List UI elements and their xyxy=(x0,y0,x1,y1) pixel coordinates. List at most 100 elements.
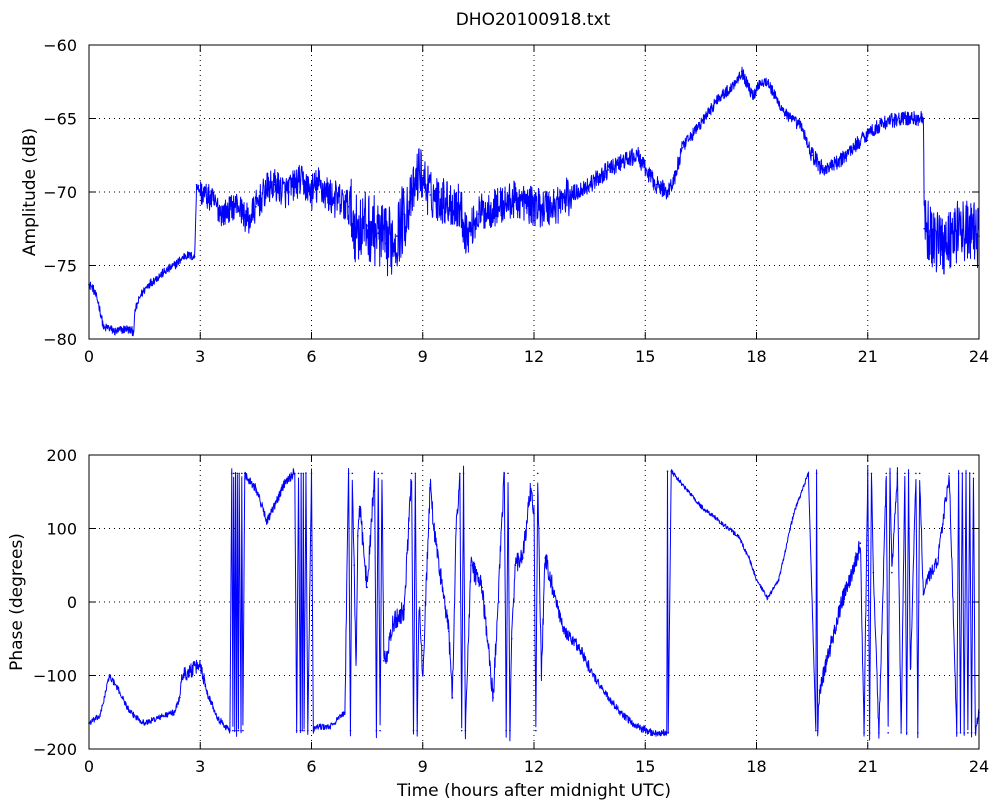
series-point xyxy=(108,674,111,677)
y-tick-label: −100 xyxy=(33,667,77,686)
series-point xyxy=(395,235,398,237)
series-point xyxy=(551,586,554,589)
series-point xyxy=(929,571,932,574)
series-point xyxy=(674,176,676,179)
series-point xyxy=(353,564,355,567)
y-tick-label: 100 xyxy=(46,520,77,539)
series-point xyxy=(815,729,817,732)
series-point xyxy=(667,732,670,734)
amplitude-ylabel: Amplitude (dB) xyxy=(20,128,40,256)
series-point xyxy=(140,294,142,296)
x-tick-label: 21 xyxy=(858,347,878,366)
series-point xyxy=(217,718,220,721)
series-point xyxy=(147,283,150,286)
series-point xyxy=(199,191,202,193)
series-point xyxy=(974,732,977,734)
series-point xyxy=(421,674,424,677)
series-point xyxy=(816,729,819,732)
x-tick-label: 24 xyxy=(969,347,989,366)
series-point xyxy=(344,711,346,714)
series-point xyxy=(377,472,380,475)
series-point xyxy=(195,183,198,186)
x-tick-label: 18 xyxy=(746,347,766,366)
series-point xyxy=(303,729,305,732)
series-point xyxy=(300,472,302,475)
x-tick-label: 6 xyxy=(306,757,316,776)
series-point xyxy=(433,527,435,530)
y-tick-label: −80 xyxy=(43,330,77,349)
series-point xyxy=(918,472,921,475)
series-point xyxy=(904,117,906,120)
series-point xyxy=(965,472,967,475)
series-point xyxy=(592,674,595,677)
amplitude-grid xyxy=(89,45,979,339)
x-tick-label: 24 xyxy=(969,757,989,776)
series-point xyxy=(922,593,925,596)
series-point xyxy=(891,571,893,574)
series-point xyxy=(266,520,268,522)
series-point xyxy=(418,169,420,171)
series-point xyxy=(967,732,969,734)
series-point xyxy=(132,330,135,333)
series-point xyxy=(373,472,376,475)
series-point xyxy=(972,472,975,475)
series-point xyxy=(347,472,350,475)
series-point xyxy=(909,674,912,677)
series-point xyxy=(297,472,300,475)
phase-ylabel: Phase (degrees) xyxy=(7,533,27,671)
series-point xyxy=(637,154,639,157)
series-point xyxy=(533,205,535,208)
series-point xyxy=(230,472,233,475)
series-point xyxy=(459,205,461,208)
series-point xyxy=(607,696,609,699)
series-point xyxy=(299,179,302,182)
series-point xyxy=(718,520,721,522)
x-tick-label: 0 xyxy=(84,347,94,366)
series-point xyxy=(588,183,591,186)
series-point xyxy=(607,169,609,171)
series-point xyxy=(622,715,624,717)
series-point xyxy=(384,242,387,245)
series-point xyxy=(887,732,889,734)
series-point xyxy=(666,191,669,193)
series-point xyxy=(907,472,910,475)
series-point xyxy=(301,729,304,732)
series-point xyxy=(917,732,919,734)
series-point xyxy=(562,630,565,633)
series-point xyxy=(247,220,250,223)
series-point xyxy=(184,254,187,257)
series-point xyxy=(299,729,302,732)
series-point xyxy=(870,472,873,475)
series-point xyxy=(718,95,721,98)
series-point xyxy=(232,729,234,732)
series-point xyxy=(134,308,137,311)
series-point xyxy=(533,513,535,515)
series-point xyxy=(665,732,668,734)
series-point xyxy=(379,729,381,732)
series-point xyxy=(392,623,394,625)
x-tick-label: 18 xyxy=(746,757,766,776)
series-point xyxy=(329,726,331,728)
series-point xyxy=(366,225,368,227)
series-point xyxy=(236,472,239,475)
series-point xyxy=(210,198,213,201)
series-point xyxy=(777,103,780,105)
series-point xyxy=(464,729,467,732)
series-point xyxy=(751,95,754,98)
series-point xyxy=(236,202,239,205)
series-point xyxy=(852,147,854,149)
y-tick-label: −70 xyxy=(43,183,77,202)
series-point xyxy=(811,154,813,157)
series-point xyxy=(885,120,888,123)
series-point xyxy=(514,198,517,201)
series-point xyxy=(310,191,313,193)
series-point xyxy=(173,711,176,714)
series-point xyxy=(347,205,350,208)
series-line xyxy=(88,66,980,337)
series-point xyxy=(759,80,762,83)
series-point xyxy=(295,729,298,732)
series-point xyxy=(357,535,359,537)
series-line xyxy=(88,465,980,742)
x-tick-label: 21 xyxy=(858,757,878,776)
series-point xyxy=(180,674,183,677)
